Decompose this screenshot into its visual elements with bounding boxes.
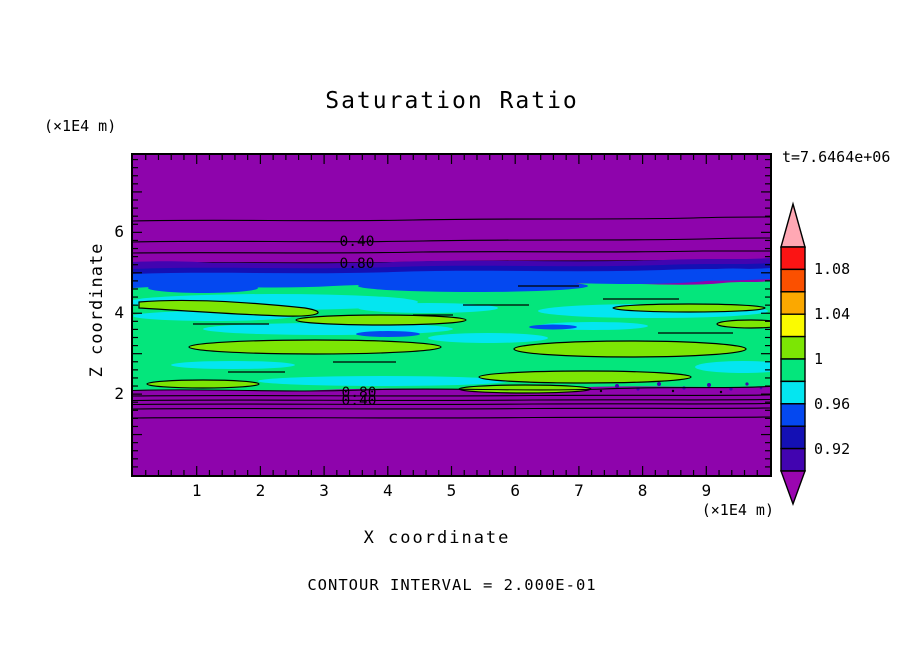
- colorbar-label-1.08: 1.08: [814, 260, 851, 279]
- time-stamp: t=7.6464e+06: [782, 148, 891, 166]
- contour-label-upper-080: 0.80: [340, 256, 375, 272]
- colorbar-segment-0.96-0.98: [780, 380, 806, 405]
- colorbar-segment-1.00-1.02: [780, 335, 806, 360]
- colorbar-segment-0.90-0.92: [780, 447, 806, 472]
- x-tick-label-1: 1: [191, 481, 202, 500]
- x-tick-label-2: 2: [255, 481, 266, 500]
- y-axis-unit: (×1E4 m): [44, 117, 117, 135]
- contour-label-upper-040: 0.40: [340, 234, 375, 250]
- y-tick-label-4: 4: [114, 303, 124, 322]
- blue-streaks: [356, 324, 577, 337]
- plot-title: Saturation Ratio: [325, 88, 579, 114]
- x-tick-label-3: 3: [319, 481, 329, 500]
- x-tick-label-5: 5: [446, 481, 457, 500]
- colorbar-label-1.04: 1.04: [814, 305, 851, 324]
- lower-contour-lines: [132, 385, 771, 419]
- contour-dashes: [193, 285, 733, 373]
- colorbar-over-range-arrow: [780, 201, 806, 248]
- axis-ticks: [133, 155, 770, 475]
- x-axis-unit: (×1E4 m): [701, 501, 774, 519]
- colorbar-under-range-arrow: [780, 470, 806, 507]
- contour-label-lower-080: 0.80: [342, 385, 377, 401]
- x-axis-title: X coordinate: [363, 528, 511, 548]
- colorbar-segment-0.92-0.94: [780, 425, 806, 450]
- contour-label-lower-040: 0.40: [342, 393, 377, 409]
- band-speckles: [599, 382, 763, 394]
- contour-plot: 0.40 0.80 0.80 0.40: [128, 155, 791, 475]
- x-tick-label-6: 6: [510, 481, 520, 500]
- plot-area: 0.40 0.80 0.80 0.40: [128, 153, 791, 477]
- x-tick-labels: 1 2 3 4 5 6 7 8 9: [131, 481, 772, 501]
- y-tick-label-2: 2: [114, 384, 124, 403]
- y-tick-label-6: 6: [114, 222, 124, 241]
- above-unity-patches: [138, 299, 786, 394]
- colorbar-label-0.96: 0.96: [814, 394, 851, 413]
- x-tick-label-4: 4: [382, 481, 393, 500]
- x-tick-label-7: 7: [574, 481, 584, 500]
- colorbar-label-1: 1: [814, 350, 824, 368]
- colorbar: [780, 201, 806, 507]
- colorbar-segment-0.94-0.96: [780, 403, 806, 427]
- x-tick-label-9: 9: [701, 481, 712, 500]
- colorbar-segment-1.04-1.06: [780, 291, 806, 315]
- x-tick-label-8: 8: [637, 481, 648, 500]
- colorbar-segment-1.06-1.08: [780, 268, 806, 293]
- colorbar-segment-1.02-1.04: [780, 313, 806, 338]
- colorbar-label-0.92: 0.92: [814, 439, 851, 458]
- contour-interval-note: CONTOUR INTERVAL = 2.000E-01: [307, 576, 597, 594]
- colorbar-segment-1.08-1.10: [780, 246, 806, 271]
- colorbar-segment-0.98-1.00: [780, 358, 806, 383]
